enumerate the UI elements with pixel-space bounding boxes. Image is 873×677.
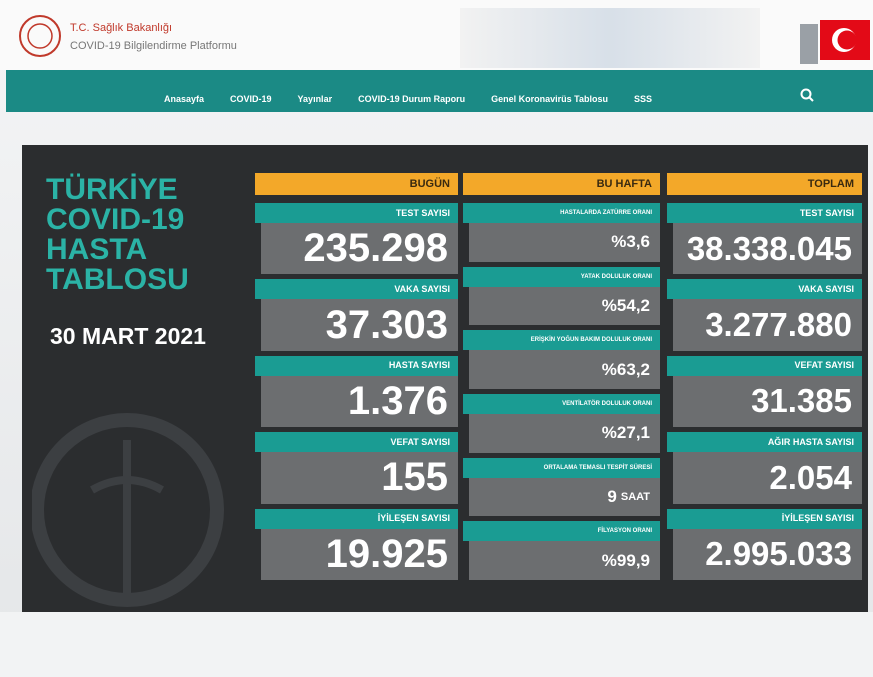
value: 2.054 xyxy=(769,458,852,496)
panel: TÜRKİYE COVID-19 HASTA TABLOSU 30 MART 2021 B… xyxy=(22,145,868,612)
stat-label: VAKA SAYISI xyxy=(667,279,862,300)
title-line: HASTA xyxy=(46,233,148,266)
stat-label: ORTALAMA TEMASLI TESPİT SÜRESİ xyxy=(463,457,660,478)
value: 2.995.033 xyxy=(705,535,852,573)
stat-label: VAKA SAYISI xyxy=(255,279,458,300)
stat-label: İYİLEŞEN SAYISI xyxy=(255,508,458,529)
logo xyxy=(19,15,61,57)
nav-link[interactable]: Anasayfa xyxy=(164,94,205,104)
value: 155 xyxy=(381,455,448,500)
search-icon[interactable] xyxy=(800,88,816,104)
stat-value: 3.277.880 xyxy=(673,299,862,351)
column-header: BU HAFTA xyxy=(463,173,660,195)
stat-value: %63,2 xyxy=(469,350,660,389)
nav-link[interactable]: COVID-19 Durum Raporu xyxy=(358,94,466,104)
value: %3,6 xyxy=(611,232,650,252)
value: 37.303 xyxy=(325,302,448,347)
value: %54,2 xyxy=(601,295,650,315)
footer xyxy=(0,612,873,677)
stat-label: FİLYASYON ORANI xyxy=(463,521,660,542)
value: %27,1 xyxy=(601,423,650,443)
stat-value: %99,9 xyxy=(469,541,660,580)
nav-link[interactable]: COVID-19 xyxy=(230,94,272,104)
stat-label: HASTALARDA ZATÜRRE ORANI xyxy=(463,203,660,223)
stat-label: YATAK DOLULUK ORANI xyxy=(463,266,660,287)
stat-label: HASTA SAYISI xyxy=(255,355,458,376)
stat-value: 1.376 xyxy=(261,375,458,428)
value: 3.277.880 xyxy=(705,306,852,344)
stat-value: 2.054 xyxy=(673,452,862,504)
stat-label: VEFAT SAYISI xyxy=(667,355,862,376)
title-line: COVID-19 xyxy=(46,203,185,236)
ministry: T.C. Sağlık Bakanlığı xyxy=(70,22,173,34)
unit: SAAT xyxy=(620,490,650,503)
nav-link[interactable]: Genel Koronavirüs Tablosu xyxy=(491,94,608,104)
value: %99,9 xyxy=(601,550,650,570)
value: 1.376 xyxy=(347,378,448,423)
flag xyxy=(800,20,870,64)
value: %63,2 xyxy=(601,359,650,379)
stat-value: %27,1 xyxy=(469,414,660,453)
nav-bar: Anasayfa COVID-19 Yayınlar COVID-19 Durum R… xyxy=(6,70,873,112)
stat-label: ERİŞKİN YOĞUN BAKIM DOLULUK ORANI xyxy=(463,330,660,351)
nav-link[interactable]: SSS xyxy=(633,94,652,104)
stat-label: VEFAT SAYISI xyxy=(255,432,458,453)
stat-value: %3,6 xyxy=(469,223,660,262)
value: 9 xyxy=(607,486,617,506)
column-header: BUGÜN xyxy=(255,173,458,195)
stat-value: 155 xyxy=(261,452,458,504)
stat-label: İYİLEŞEN SAYISI xyxy=(667,508,862,529)
stat-value: %54,2 xyxy=(469,286,660,326)
stat-value: 19.925 xyxy=(261,528,458,580)
date: 30 MART 2021 xyxy=(50,323,206,349)
emblem xyxy=(32,413,224,607)
stat-label: TEST SAYISI xyxy=(255,203,458,223)
title-line: TABLOSU xyxy=(46,263,189,296)
stat-value: 2.995.033 xyxy=(673,528,862,580)
value: 31.385 xyxy=(751,382,852,420)
stat-label: AĞIR HASTA SAYISI xyxy=(667,432,862,453)
stat-label: TEST SAYISI xyxy=(667,203,862,223)
stat-value: 235.298 xyxy=(261,223,458,275)
column-header: TOPLAM xyxy=(667,173,862,195)
value: 38.338.045 xyxy=(686,229,852,267)
header: T.C. Sağlık Bakanlığı COVID-19 Bilgilend… xyxy=(0,0,873,70)
platform: COVID-19 Bilgilendirme Platformu xyxy=(70,40,237,52)
value: 19.925 xyxy=(325,531,448,576)
stat-value: 9 SAAT xyxy=(469,477,660,517)
nav-link[interactable]: Yayınlar xyxy=(297,94,333,104)
stat-value: 38.338.045 xyxy=(673,223,862,275)
banner xyxy=(460,8,760,68)
title-line: TÜRKİYE xyxy=(46,173,178,206)
stat-label: VENTİLATÖR DOLULUK ORANI xyxy=(463,394,660,414)
value: 235.298 xyxy=(303,226,448,271)
stat-value: 31.385 xyxy=(673,375,862,428)
stat-value: 37.303 xyxy=(261,299,458,351)
